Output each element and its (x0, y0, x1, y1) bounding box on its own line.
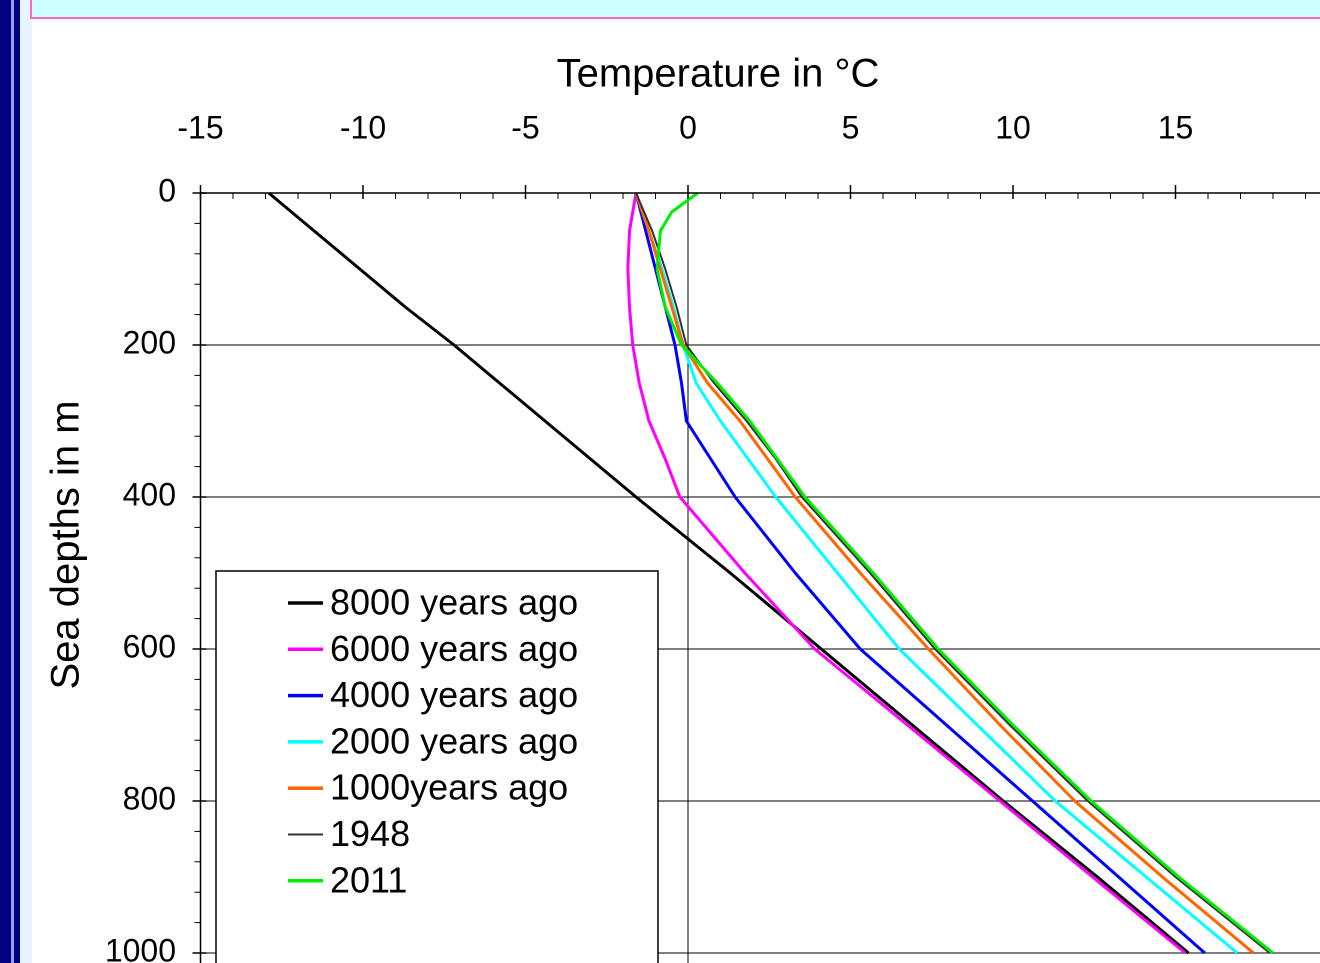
legend-box (215, 570, 659, 963)
series-line (267, 191, 1190, 955)
y-tick-label: 1000 (105, 932, 176, 963)
chart-title: Temperature in °C (557, 52, 880, 96)
side-margin (20, 0, 32, 963)
x-tick-label: 10 (995, 109, 1031, 145)
axes: -15-10-50510152002004006008001000 (105, 109, 1320, 963)
legend-label: 6000 years ago (330, 628, 578, 669)
y-tick-label: 200 (123, 324, 176, 360)
top-banner (30, 0, 1320, 19)
x-tick-label: -10 (340, 109, 386, 145)
series-line (634, 192, 1206, 955)
x-tick-label: 5 (842, 109, 860, 145)
y-axis-title: Sea depths in m (44, 400, 88, 689)
x-tick-label: 15 (1158, 109, 1194, 145)
legend-label: 1948 (330, 813, 410, 854)
legend-label: 2000 years ago (330, 720, 578, 761)
y-tick-label: 600 (123, 628, 176, 664)
y-tick-label: 400 (123, 476, 176, 512)
series-line (634, 192, 1255, 955)
left-border-line (11, 0, 14, 963)
left-border (0, 0, 20, 963)
series-line (655, 191, 1274, 955)
y-tick-label: 800 (123, 780, 176, 816)
x-tick-label: -5 (511, 109, 539, 145)
legend-label: 8000 years ago (330, 582, 578, 623)
series-line (626, 192, 1187, 955)
legend: 8000 years ago 6000 years ago 4000 years a… (215, 570, 659, 963)
legend-label: 2011 (330, 859, 407, 900)
x-tick-label: 0 (679, 109, 697, 145)
legend-label: 4000 years ago (330, 674, 578, 715)
x-tick-label: -15 (177, 109, 223, 145)
series-lines (267, 191, 1274, 955)
legend-label: 1000years ago (330, 767, 568, 808)
y-tick-label: 0 (158, 172, 176, 208)
